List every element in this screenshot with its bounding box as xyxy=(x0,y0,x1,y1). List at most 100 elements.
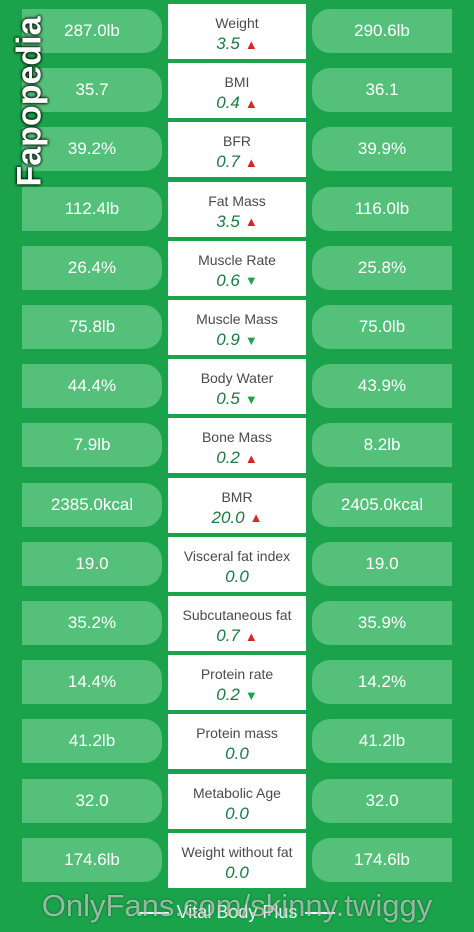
current-value: 39.9% xyxy=(312,127,452,172)
change-value: 0.2 xyxy=(216,685,240,705)
change-value: 0.0 xyxy=(225,744,249,764)
metric-change: 0.5 ▼ xyxy=(168,389,306,409)
metric-card: Protein mass 0.0 xyxy=(168,714,306,770)
metric-label: Weight without fat xyxy=(181,843,293,860)
footer-divider-right xyxy=(305,911,336,914)
metric-change: 0.7 ▲ xyxy=(168,626,306,646)
metric-label: Visceral fat index xyxy=(183,547,291,564)
previous-value: 7.9lb xyxy=(22,423,162,468)
metric-row: 44.4% Body Water 0.5 ▼ 43.9% xyxy=(0,359,474,415)
previous-value: 14.4% xyxy=(22,660,162,705)
current-value: 2405.0kcal xyxy=(312,482,452,527)
current-value: 43.9% xyxy=(312,364,452,409)
previous-value: 41.2lb xyxy=(22,719,162,764)
metric-card: Fat Mass 3.5 ▲ xyxy=(168,181,306,237)
metric-label: Muscle Mass xyxy=(196,311,278,327)
metric-row: 14.4% Protein rate 0.2 ▼ 14.2% xyxy=(0,655,474,711)
previous-value: 39.2% xyxy=(22,127,162,172)
change-value: 0.6 xyxy=(216,270,240,290)
arrow-down-icon: ▼ xyxy=(244,391,258,407)
metric-change: 0.0 xyxy=(168,744,306,764)
footer: Vital Body Plus xyxy=(0,893,474,932)
metric-card: Visceral fat index 0.0 xyxy=(168,536,306,592)
current-value: 41.2lb xyxy=(312,719,452,764)
arrow-down-icon: ▼ xyxy=(244,687,258,703)
bottom-watermark: OnlyFans.com/skinny.twiggy xyxy=(41,888,433,923)
metric-row: 35.7 BMI 0.4 ▲ 36.1 xyxy=(0,63,474,119)
arrow-up-icon: ▲ xyxy=(244,450,258,466)
metric-change: 0.9 ▼ xyxy=(168,330,306,350)
metric-row: 32.0 Metabolic Age 0.0 32.0 xyxy=(0,773,474,829)
metric-change: 0.6 ▼ xyxy=(168,271,306,291)
current-value: 25.8% xyxy=(312,245,452,290)
metric-label: Fat Mass xyxy=(208,192,266,209)
metric-row: 75.8lb Muscle Mass 0.9 ▼ 75.0lb xyxy=(0,300,474,355)
current-value: 19.0 xyxy=(312,541,452,586)
current-value: 35.9% xyxy=(312,601,452,645)
change-value: 3.5 xyxy=(216,211,240,231)
side-watermark-text: Fapopedia xyxy=(10,15,49,187)
metric-label: Bone Mass xyxy=(201,429,273,446)
previous-value: 75.8lb xyxy=(22,305,162,349)
change-value: 0.5 xyxy=(216,389,240,409)
metric-row: 7.9lb Bone Mass 0.2 ▲ 8.2lb xyxy=(0,418,474,474)
metric-row: 287.0lb Weight 3.5 ▲ 290.6lb xyxy=(0,4,474,59)
arrow-down-icon: ▼ xyxy=(244,273,258,289)
metric-card: Bone Mass 0.2 ▲ xyxy=(168,418,306,474)
side-watermark: Fapopedia xyxy=(4,6,56,196)
metric-change: 20.0 ▲ xyxy=(168,508,306,528)
previous-value: 44.4% xyxy=(22,364,162,409)
previous-value: 174.6lb xyxy=(22,837,162,882)
metric-card: Muscle Mass 0.9 ▼ xyxy=(168,300,306,355)
metric-change: 0.4 ▲ xyxy=(168,93,306,113)
current-value: 116.0lb xyxy=(312,186,452,231)
metric-card: Body Water 0.5 ▼ xyxy=(168,359,306,415)
metric-card: Weight without fat 0.0 xyxy=(168,832,306,888)
metric-change: 0.0 xyxy=(168,863,306,883)
metric-row: 39.2% BFR 0.7 ▲ 39.9% xyxy=(0,122,474,178)
arrow-up-icon: ▲ xyxy=(244,36,258,52)
metric-card: Metabolic Age 0.0 xyxy=(168,773,306,829)
change-value: 0.7 xyxy=(216,626,240,645)
current-value: 36.1 xyxy=(312,68,452,113)
metric-row: 174.6lb Weight without fat 0.0 174.6lb xyxy=(0,832,474,888)
metric-card: BFR 0.7 ▲ xyxy=(168,122,306,178)
previous-value: 112.4lb xyxy=(22,186,162,231)
previous-value: 2385.0kcal xyxy=(22,482,162,527)
change-value: 0.4 xyxy=(216,93,240,113)
change-value: 20.0 xyxy=(211,507,245,527)
metric-row: 41.2lb Protein mass 0.0 41.2lb xyxy=(0,714,474,770)
metric-label: Muscle Rate xyxy=(198,251,276,268)
metric-change: 3.5 ▲ xyxy=(168,212,306,232)
arrow-up-icon: ▲ xyxy=(244,628,258,644)
metric-card: Subcutaneous fat 0.7 ▲ xyxy=(168,596,306,651)
arrow-up-icon: ▲ xyxy=(244,95,258,111)
change-value: 3.5 xyxy=(216,34,240,53)
footer-title: Vital Body Plus xyxy=(176,902,298,922)
metric-card: BMR 20.0 ▲ xyxy=(168,477,306,533)
arrow-down-icon: ▼ xyxy=(244,332,258,348)
metric-row: 35.2% Subcutaneous fat 0.7 ▲ 35.9% xyxy=(0,596,474,651)
metric-row: 112.4lb Fat Mass 3.5 ▲ 116.0lb xyxy=(0,181,474,237)
previous-value: 35.7 xyxy=(22,68,162,113)
previous-value: 287.0lb xyxy=(22,9,162,53)
metric-label: BFR xyxy=(223,133,251,150)
current-value: 14.2% xyxy=(312,660,452,705)
metric-change: 3.5 ▲ xyxy=(168,34,306,54)
metric-label: BMI xyxy=(224,74,250,91)
metric-card: Weight 3.5 ▲ xyxy=(168,4,306,59)
metric-card: Protein rate 0.2 ▼ xyxy=(168,655,306,711)
previous-value: 32.0 xyxy=(22,778,162,823)
current-value: 8.2lb xyxy=(312,423,452,468)
change-value: 0.0 xyxy=(225,566,249,586)
metric-label: Protein rate xyxy=(200,666,274,683)
arrow-up-icon: ▲ xyxy=(244,154,258,170)
current-value: 174.6lb xyxy=(312,837,452,882)
footer-divider-left xyxy=(138,911,169,914)
previous-value: 19.0 xyxy=(22,541,162,586)
metric-label: Metabolic Age xyxy=(193,784,281,801)
metric-row: 2385.0kcal BMR 20.0 ▲ 2405.0kcal xyxy=(0,477,474,533)
change-value: 0.0 xyxy=(225,862,249,882)
change-value: 0.2 xyxy=(216,448,240,468)
current-value: 32.0 xyxy=(312,778,452,823)
